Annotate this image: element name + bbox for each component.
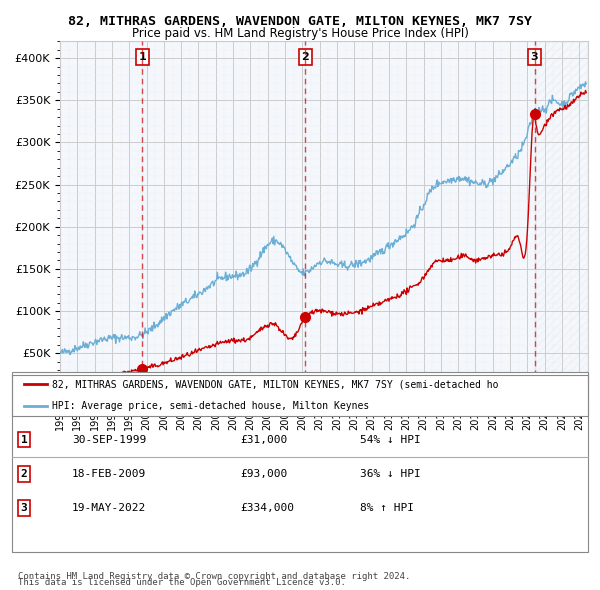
Text: Contains HM Land Registry data © Crown copyright and database right 2024.: Contains HM Land Registry data © Crown c…: [18, 572, 410, 581]
FancyBboxPatch shape: [12, 372, 588, 416]
Text: 3: 3: [531, 52, 538, 62]
Text: 2: 2: [301, 52, 309, 62]
Text: 2: 2: [20, 469, 28, 478]
Text: £334,000: £334,000: [240, 503, 294, 513]
Text: 8% ↑ HPI: 8% ↑ HPI: [360, 503, 414, 513]
Text: 18-FEB-2009: 18-FEB-2009: [72, 469, 146, 478]
Text: 36% ↓ HPI: 36% ↓ HPI: [360, 469, 421, 478]
Text: 1: 1: [139, 52, 146, 62]
Text: This data is licensed under the Open Government Licence v3.0.: This data is licensed under the Open Gov…: [18, 578, 346, 587]
Text: HPI: Average price, semi-detached house, Milton Keynes: HPI: Average price, semi-detached house,…: [52, 401, 370, 411]
Text: 1: 1: [20, 435, 28, 444]
Text: 3: 3: [20, 503, 28, 513]
Text: 82, MITHRAS GARDENS, WAVENDON GATE, MILTON KEYNES, MK7 7SY (semi-detached ho: 82, MITHRAS GARDENS, WAVENDON GATE, MILT…: [52, 379, 499, 389]
Text: Price paid vs. HM Land Registry's House Price Index (HPI): Price paid vs. HM Land Registry's House …: [131, 27, 469, 40]
Text: 19-MAY-2022: 19-MAY-2022: [72, 503, 146, 513]
Text: 54% ↓ HPI: 54% ↓ HPI: [360, 435, 421, 444]
Text: 82, MITHRAS GARDENS, WAVENDON GATE, MILTON KEYNES, MK7 7SY: 82, MITHRAS GARDENS, WAVENDON GATE, MILT…: [68, 15, 532, 28]
Bar: [305, 41, 535, 395]
Bar: [60, 41, 142, 395]
Text: £31,000: £31,000: [240, 435, 287, 444]
Text: £93,000: £93,000: [240, 469, 287, 478]
Bar: [142, 41, 305, 395]
Text: 30-SEP-1999: 30-SEP-1999: [72, 435, 146, 444]
Bar: [535, 41, 588, 395]
Bar: [535, 41, 588, 395]
